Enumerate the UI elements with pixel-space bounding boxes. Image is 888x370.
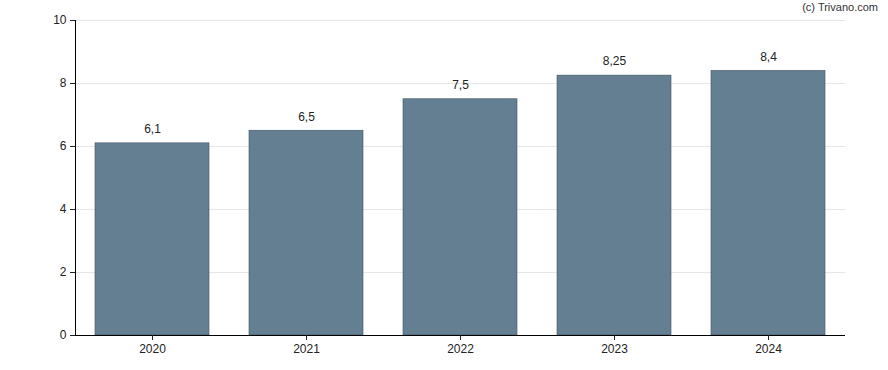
svg-text:0: 0: [60, 328, 67, 342]
svg-text:8,4: 8,4: [760, 50, 777, 64]
svg-text:2: 2: [60, 265, 67, 279]
svg-text:4: 4: [60, 202, 67, 216]
svg-text:6,1: 6,1: [144, 122, 161, 136]
svg-text:8: 8: [60, 76, 67, 90]
svg-text:6: 6: [60, 139, 67, 153]
svg-text:2022: 2022: [447, 342, 474, 356]
svg-text:2024: 2024: [755, 342, 782, 356]
svg-text:10: 10: [53, 13, 67, 27]
svg-text:7,5: 7,5: [452, 78, 469, 92]
svg-text:2020: 2020: [139, 342, 166, 356]
svg-text:6,5: 6,5: [298, 110, 315, 124]
svg-text:2023: 2023: [601, 342, 628, 356]
html-text:(c) Trivano.com: (c) Trivano.com: [802, 1, 878, 13]
svg-text:2021: 2021: [293, 342, 320, 356]
svg-text:8,25: 8,25: [603, 54, 627, 68]
